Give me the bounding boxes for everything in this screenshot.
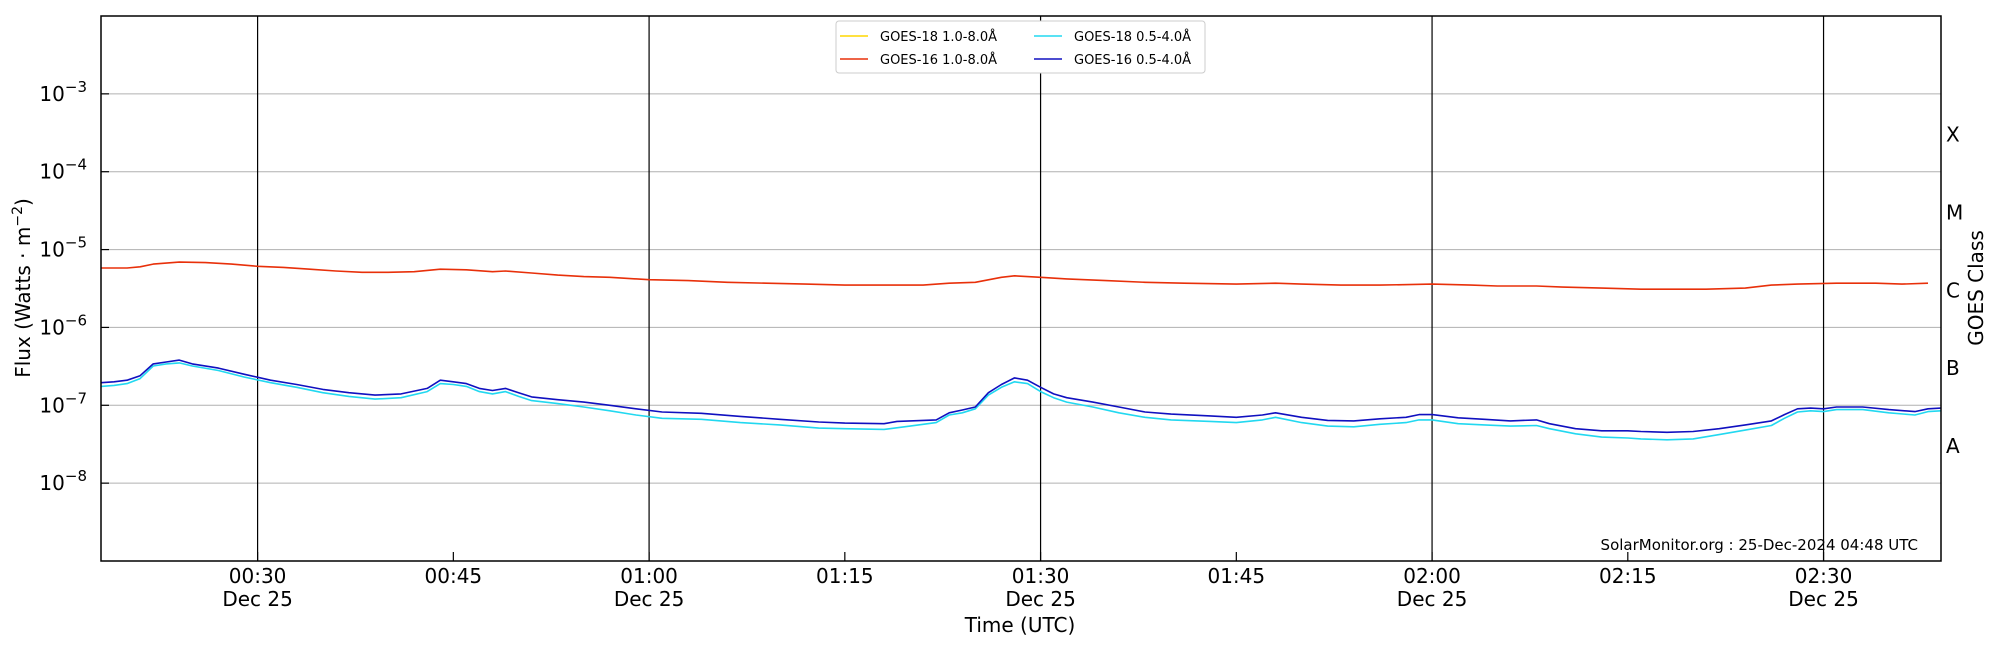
gridlines: [101, 93, 1941, 484]
series-line: [101, 261, 1929, 290]
goes-class-label: A: [1946, 434, 1960, 458]
x-tick-label: 01:30: [1012, 564, 1070, 588]
x-axis-title: Time (UTC): [964, 613, 1076, 637]
x-tick-date-label: Dec 25: [222, 587, 293, 611]
right-axis-title: GOES Class: [1964, 230, 1988, 346]
series-line: [100, 362, 1942, 441]
legend-box: [835, 20, 1206, 74]
y-tick-label: 10−3: [39, 78, 87, 106]
goes-class-label: X: [1946, 123, 1960, 147]
x-tick-label: 02:00: [1403, 564, 1461, 588]
x-tick-date-label: Dec 25: [1397, 587, 1468, 611]
x-tick-label: 01:00: [620, 564, 678, 588]
x-tick-date-label: Dec 25: [1005, 587, 1076, 611]
x-tick-label: 01:45: [1207, 564, 1265, 588]
x-tick-date-label: Dec 25: [1788, 587, 1859, 611]
legend-label-goes16-short: GOES-16 0.5-4.0Å: [1074, 52, 1191, 68]
goes-class-label: M: [1946, 200, 1963, 224]
plot-frame: [100, 15, 1942, 562]
legend: GOES-18 1.0-8.0Å GOES-16 1.0-8.0Å GOES-1…: [835, 20, 1206, 74]
y-axis-title: Flux (Watts · m−2): [10, 198, 35, 378]
x-tick-label: 00:45: [425, 564, 483, 588]
x-tick-label: 02:15: [1599, 564, 1657, 588]
legend-label-goes18-long: GOES-18 1.0-8.0Å: [880, 29, 997, 45]
x-tick-label: 00:30: [229, 564, 287, 588]
y-tick-label: 10−8: [39, 467, 87, 495]
day-vertical-lines: [256, 16, 1825, 561]
goes-class-label: B: [1946, 356, 1960, 380]
legend-label-goes18-short: GOES-18 0.5-4.0Å: [1074, 29, 1191, 45]
credit-text: SolarMonitor.org : 25-Dec-2024 04:48 UTC: [1601, 536, 1918, 554]
y-tick-label: 10−5: [39, 234, 87, 262]
goes-class-label: C: [1946, 278, 1960, 302]
x-tick-label: 02:30: [1795, 564, 1853, 588]
y-tick-label: 10−7: [39, 389, 87, 417]
x-tick-date-label: Dec 25: [614, 587, 685, 611]
y-tick-label: 10−4: [39, 156, 87, 184]
x-tick-label: 01:15: [816, 564, 874, 588]
data-series: [100, 261, 1942, 441]
y-axis-ticks: 10−8 10−7 10−6 10−5 10−4 10−3: [39, 78, 109, 495]
legend-label-goes16-long: GOES-16 1.0-8.0Å: [880, 52, 997, 68]
y-tick-label: 10−6: [39, 311, 87, 339]
series-line: [100, 359, 1942, 434]
goes-class-labels: A B C M X: [1946, 123, 1963, 458]
